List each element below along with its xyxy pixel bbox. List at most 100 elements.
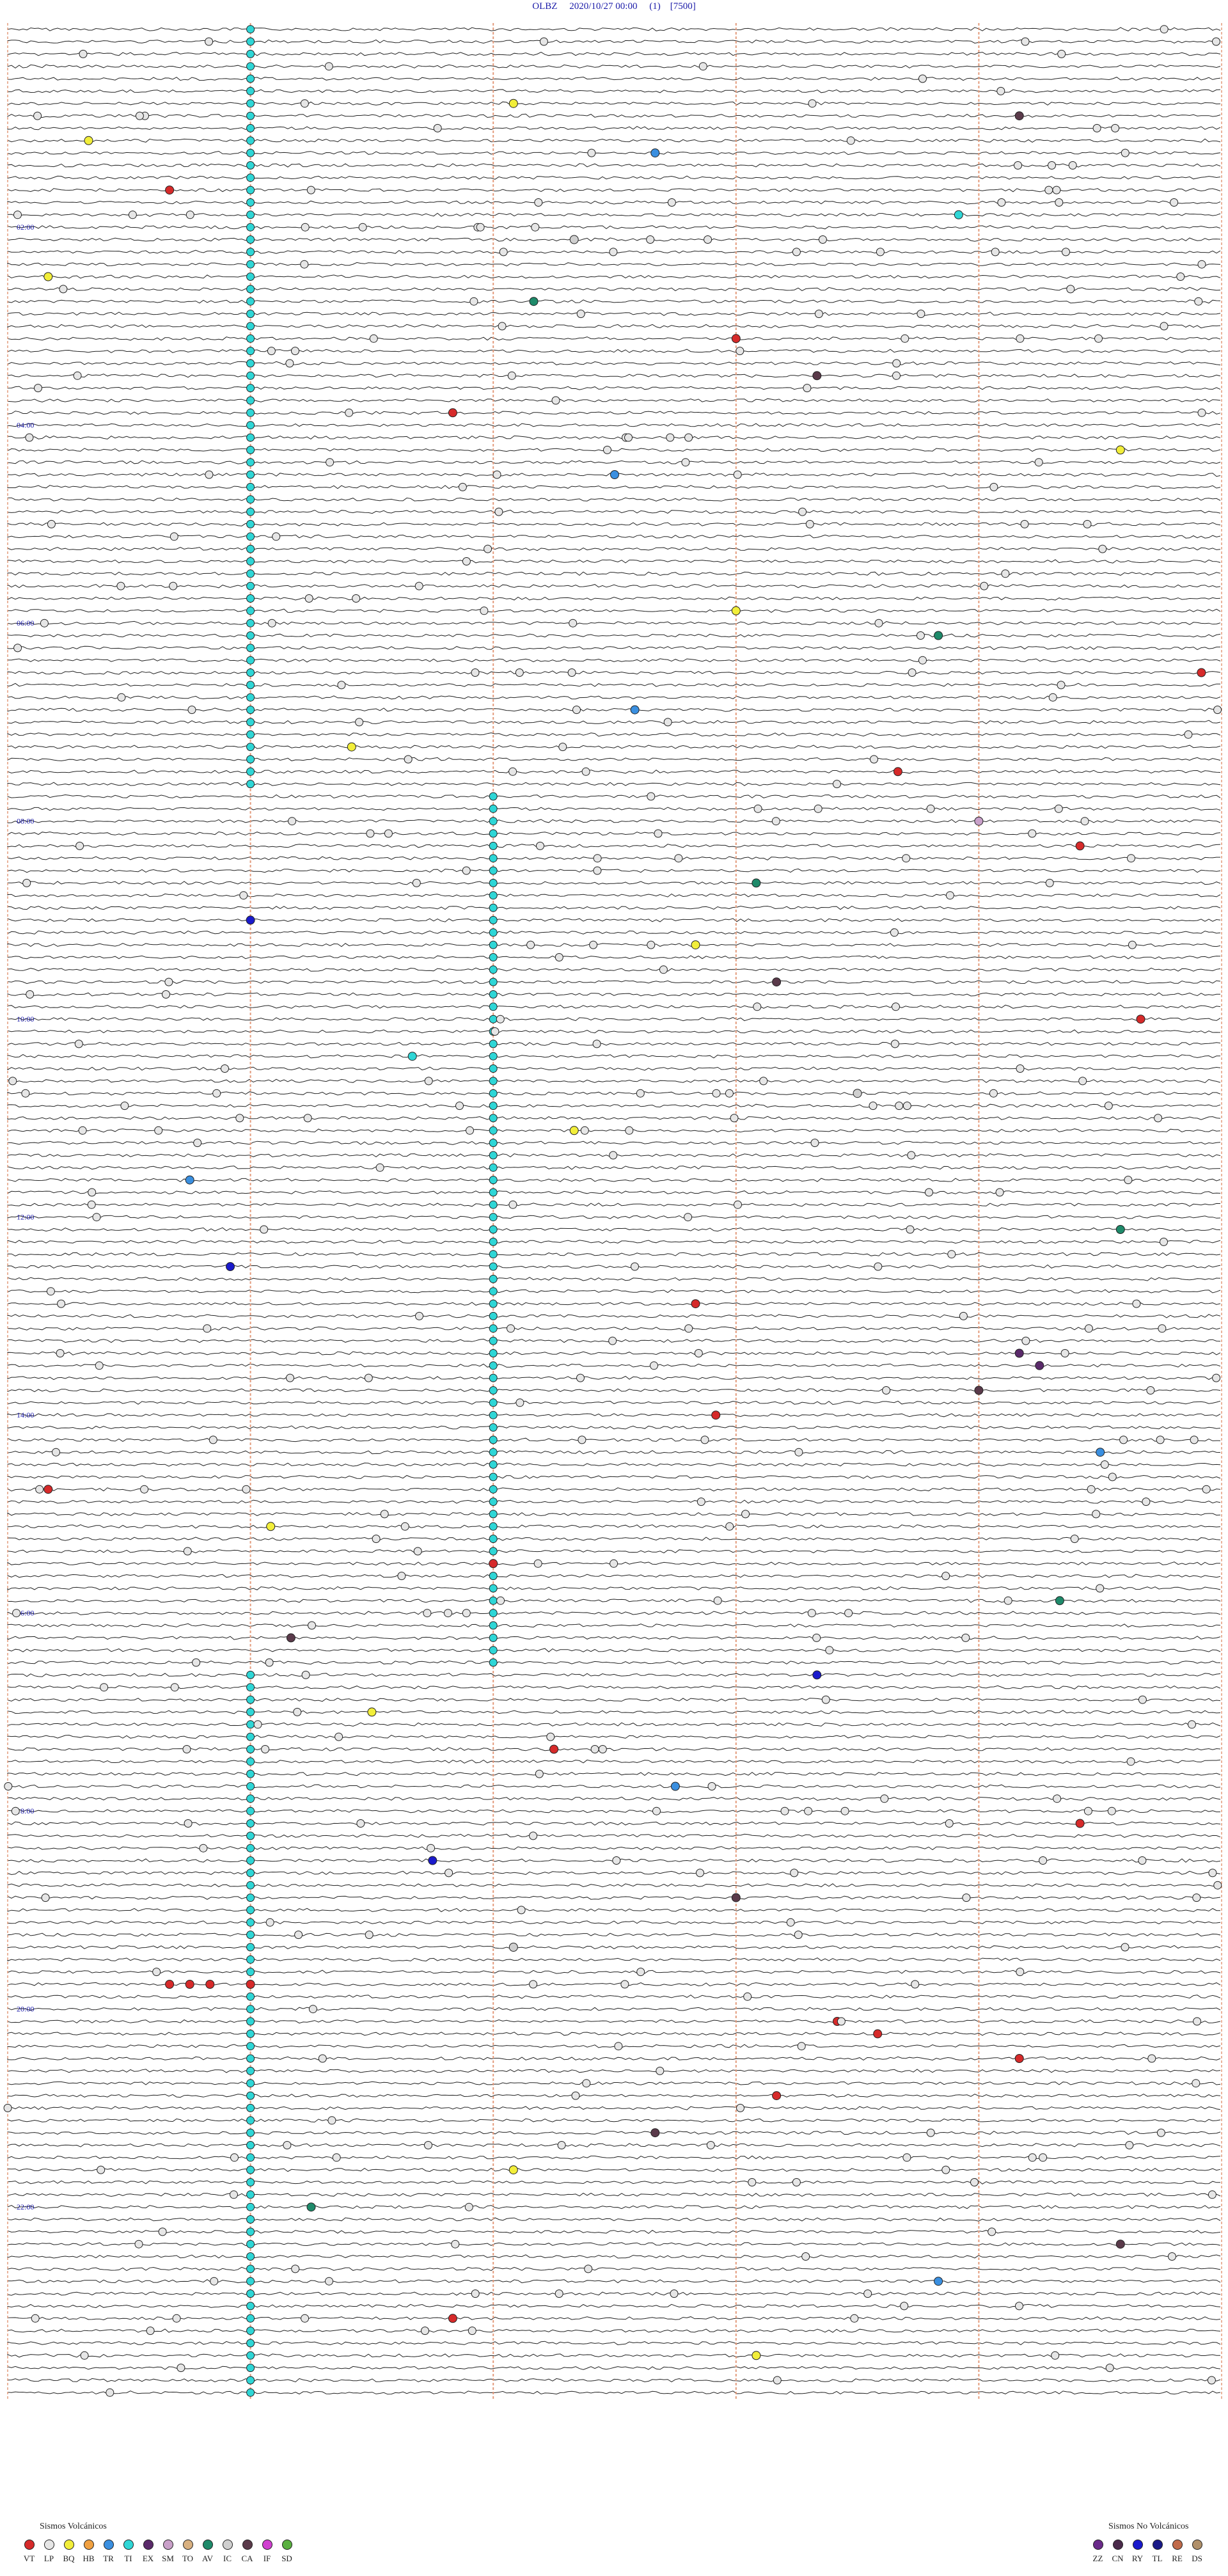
trace-line bbox=[7, 930, 1221, 935]
background-event-marker bbox=[1066, 285, 1075, 294]
trigger-marker bbox=[246, 581, 255, 590]
background-event-marker bbox=[265, 1918, 274, 1927]
background-event-marker bbox=[308, 2005, 317, 2014]
trigger-marker bbox=[246, 1906, 255, 1915]
event-marker bbox=[549, 1744, 559, 1754]
background-event-marker bbox=[496, 1015, 505, 1023]
trigger-marker bbox=[246, 532, 255, 541]
event-marker bbox=[1136, 1015, 1145, 1024]
trace-line bbox=[7, 1599, 1221, 1603]
background-event-marker bbox=[4, 1782, 13, 1790]
background-event-marker bbox=[1160, 1237, 1168, 1246]
trace-line bbox=[7, 2056, 1221, 2061]
background-event-marker bbox=[926, 804, 935, 813]
trace-line bbox=[7, 745, 1221, 749]
trace-line bbox=[7, 1747, 1221, 1751]
background-event-marker bbox=[911, 1980, 920, 1989]
background-markers bbox=[3, 25, 1222, 2397]
background-event-marker bbox=[8, 1077, 17, 1086]
trace-line bbox=[7, 1190, 1221, 1194]
background-event-marker bbox=[291, 347, 299, 356]
trace-line bbox=[7, 1388, 1221, 1393]
background-event-marker bbox=[1124, 1176, 1133, 1185]
background-event-marker bbox=[892, 359, 901, 368]
background-event-marker bbox=[576, 310, 585, 319]
background-event-marker bbox=[332, 2153, 341, 2162]
background-event-marker bbox=[1083, 519, 1092, 528]
trace-line bbox=[7, 2266, 1221, 2272]
background-event-marker bbox=[304, 594, 313, 603]
event-marker bbox=[1075, 841, 1085, 851]
background-event-marker bbox=[12, 1609, 21, 1618]
background-event-marker bbox=[741, 1510, 750, 1519]
trace-line bbox=[7, 1363, 1221, 1368]
trace-line bbox=[7, 1462, 1221, 1467]
background-event-marker bbox=[712, 1089, 721, 1098]
background-event-marker bbox=[736, 347, 744, 356]
trace-line bbox=[7, 1995, 1221, 1999]
trigger-marker bbox=[246, 495, 255, 504]
legend-volcanic: Sismos Volcánicos VT LP BQ HB TR TI EX SM TO AV IC… bbox=[15, 2520, 348, 2572]
trace-line bbox=[7, 126, 1221, 130]
background-event-marker bbox=[205, 37, 214, 46]
background-event-marker bbox=[555, 2289, 563, 2298]
event-marker bbox=[974, 816, 984, 826]
background-event-marker bbox=[551, 396, 560, 405]
trigger-marker bbox=[246, 273, 255, 281]
background-event-marker bbox=[1192, 1893, 1201, 1902]
background-event-marker bbox=[612, 1856, 621, 1865]
background-event-marker bbox=[1001, 569, 1010, 578]
background-event-marker bbox=[365, 1931, 374, 1940]
legend-code: TR bbox=[103, 2554, 114, 2563]
trigger-marker bbox=[246, 1806, 255, 1815]
trace-line bbox=[7, 967, 1221, 972]
legend-code: CN bbox=[1112, 2554, 1124, 2563]
event-marker bbox=[428, 1856, 437, 1865]
trigger-marker bbox=[489, 1423, 498, 1432]
event-marker bbox=[650, 2128, 660, 2138]
trigger-marker bbox=[489, 1324, 498, 1333]
background-event-marker bbox=[780, 1806, 789, 1815]
event-marker bbox=[1035, 1361, 1044, 1370]
background-event-marker bbox=[1080, 817, 1089, 826]
background-event-marker bbox=[529, 1831, 538, 1840]
legend-code: BQ bbox=[63, 2554, 75, 2563]
trace-line bbox=[7, 979, 1221, 984]
background-event-marker bbox=[1184, 730, 1193, 739]
background-event-marker bbox=[421, 2327, 429, 2335]
background-event-marker bbox=[283, 2141, 292, 2149]
background-event-marker bbox=[169, 581, 178, 590]
trigger-marker bbox=[489, 1299, 498, 1308]
trigger-marker bbox=[246, 1732, 255, 1741]
background-event-marker bbox=[13, 644, 22, 652]
background-event-marker bbox=[288, 817, 297, 826]
trace-line bbox=[7, 52, 1221, 56]
background-event-marker bbox=[1160, 322, 1169, 331]
background-event-marker bbox=[1121, 1943, 1130, 1952]
trace-line bbox=[7, 2242, 1221, 2247]
background-event-marker bbox=[25, 433, 34, 442]
trigger-marker bbox=[246, 1893, 255, 1902]
background-event-marker bbox=[205, 470, 214, 479]
background-event-marker bbox=[786, 1918, 795, 1927]
trigger-marker bbox=[246, 2314, 255, 2323]
background-event-marker bbox=[26, 990, 35, 999]
trace-line bbox=[7, 398, 1221, 403]
legend-code: VT bbox=[23, 2554, 35, 2563]
background-event-marker bbox=[239, 891, 248, 900]
trigger-marker bbox=[246, 2091, 255, 2100]
background-event-marker bbox=[674, 854, 683, 863]
legend-code: CA bbox=[241, 2554, 253, 2563]
event-marker bbox=[610, 470, 619, 479]
trigger-marker bbox=[246, 644, 255, 652]
background-event-marker bbox=[1147, 2054, 1156, 2063]
background-event-marker bbox=[326, 458, 335, 467]
trace-line bbox=[7, 583, 1221, 589]
background-event-marker bbox=[31, 2314, 40, 2323]
background-event-marker bbox=[265, 1658, 274, 1667]
background-event-marker bbox=[700, 1435, 709, 1444]
event-marker bbox=[407, 1052, 417, 1061]
background-event-marker bbox=[40, 619, 49, 628]
trigger-marker bbox=[246, 62, 255, 71]
event-marker bbox=[1014, 2054, 1024, 2063]
